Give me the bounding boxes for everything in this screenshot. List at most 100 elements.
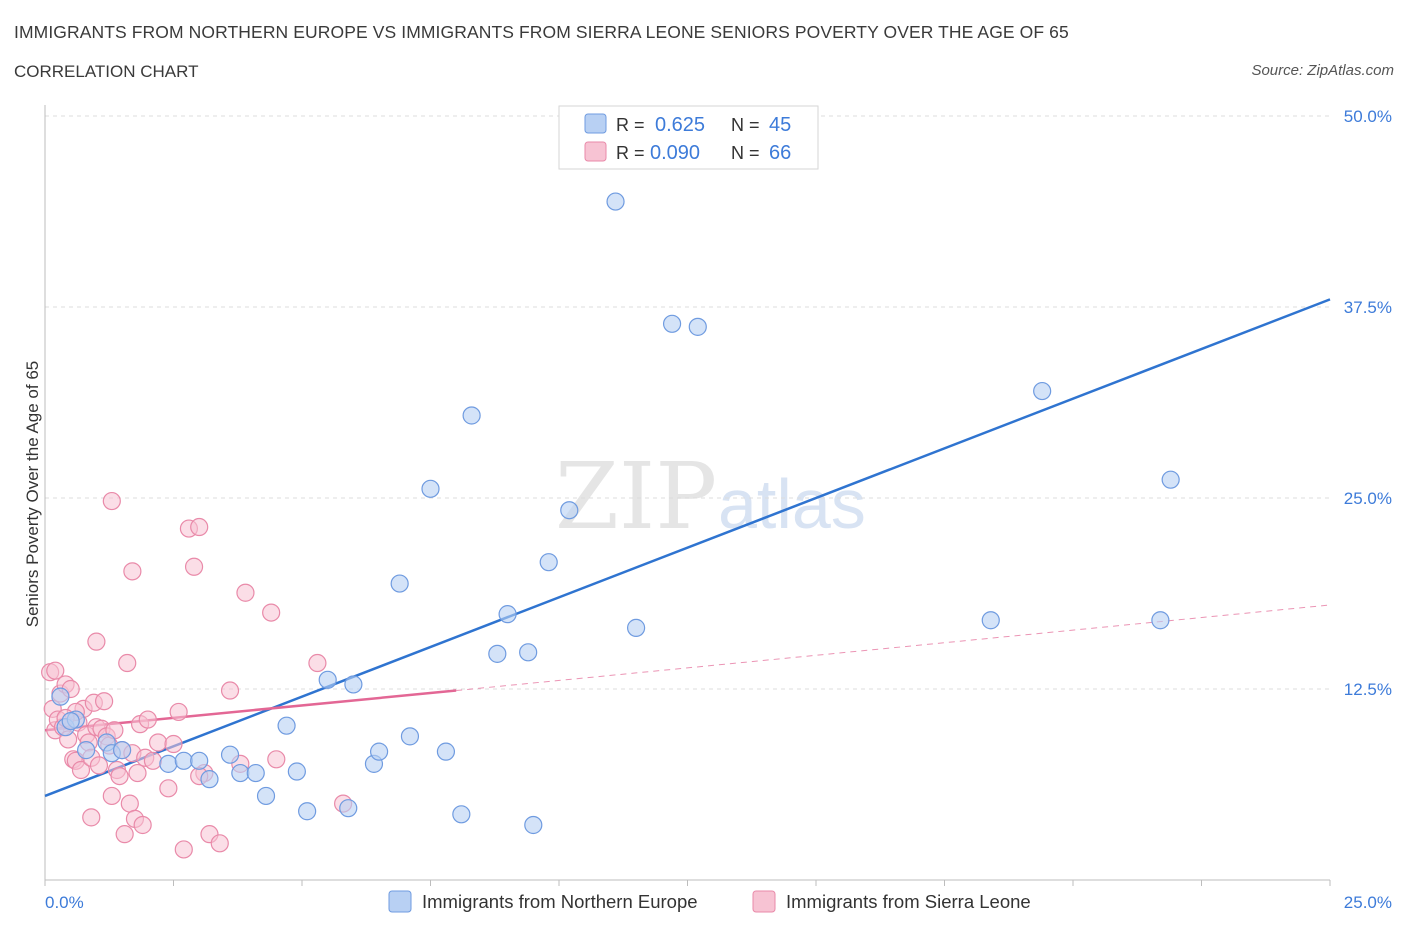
data-point-northern-europe [287, 762, 306, 781]
data-point-sierra-leone [159, 779, 178, 798]
data-point-northern-europe [519, 643, 538, 662]
data-point-northern-europe [1161, 470, 1180, 489]
stats-legend: R = 0.625 N = 45 R = 0.090 N = 66 [558, 105, 819, 170]
y-tick-label: 12.5% [1344, 680, 1392, 699]
data-point-sierra-leone [169, 702, 188, 722]
y-tick-labels: 12.5% 25.0% 37.5% 50.0% [1344, 107, 1392, 699]
legend-label-sierra-leone: Immigrants from Sierra Leone [786, 891, 1031, 912]
data-point-northern-europe [277, 716, 296, 735]
data-point-northern-europe [436, 742, 456, 761]
y-tick-label: 50.0% [1344, 107, 1392, 126]
data-point-northern-europe [318, 670, 337, 689]
data-point-sierra-leone [174, 840, 193, 859]
data-point-sierra-leone [190, 517, 209, 537]
x-tick-label: 25.0% [1344, 893, 1392, 912]
data-point-sierra-leone [138, 710, 157, 729]
data-point-sierra-leone [110, 766, 129, 786]
data-point-sierra-leone [95, 692, 114, 711]
data-point-sierra-leone [123, 562, 142, 581]
data-point-northern-europe [51, 687, 70, 706]
series-legend: Immigrants from Northern Europe Immigran… [388, 890, 1031, 913]
data-point-sierra-leone [82, 808, 101, 827]
data-point-sierra-leone [89, 756, 109, 775]
data-point-northern-europe [246, 763, 265, 783]
data-point-northern-europe [524, 815, 543, 835]
data-point-northern-europe [688, 317, 707, 336]
stats-n-label-blue: N = [731, 115, 760, 135]
stats-r-label-blue: R = [616, 115, 645, 135]
trend-line-sierra-leone-extension [456, 604, 1331, 692]
data-point-sierra-leone [133, 815, 152, 835]
watermark: ZIP atlas [555, 443, 866, 550]
data-point-northern-europe [190, 751, 209, 770]
data-point-northern-europe [344, 675, 363, 694]
data-point-northern-europe [1151, 611, 1170, 630]
data-point-northern-europe [339, 799, 358, 818]
stats-r-value-blue: 0.625 [655, 114, 705, 136]
data-point-sierra-leone [236, 583, 255, 602]
data-point-sierra-leone [267, 750, 286, 769]
stats-n-label-pink: N = [731, 143, 760, 163]
data-point-sierra-leone [308, 653, 327, 673]
data-point-northern-europe [560, 501, 579, 520]
data-point-northern-europe [231, 763, 250, 783]
x-tick-label: 0.0% [45, 893, 84, 912]
legend-swatch-sierra-leone [752, 890, 776, 913]
stats-r-value-pink: 0.090 [650, 142, 700, 164]
y-tick-label: 37.5% [1344, 298, 1392, 317]
data-point-northern-europe [256, 786, 276, 806]
data-point-northern-europe [112, 741, 132, 760]
watermark-zip: ZIP [555, 443, 717, 550]
data-point-northern-europe [400, 727, 420, 746]
trend-lines [44, 298, 1331, 798]
data-point-sierra-leone [118, 653, 137, 673]
chart-title: IMMIGRANTS FROM NORTHERN EUROPE VS IMMIG… [14, 22, 1069, 42]
stats-legend-swatch-blue [584, 113, 607, 134]
data-point-northern-europe [488, 644, 507, 663]
data-point-sierra-leone [115, 825, 134, 844]
data-point-northern-europe [298, 802, 317, 821]
data-point-northern-europe [370, 742, 389, 761]
grid-lines [45, 115, 1330, 690]
data-point-northern-europe [159, 754, 178, 773]
data-point-northern-europe [174, 751, 193, 770]
data-point-sierra-leone [120, 794, 139, 813]
data-point-sierra-leone [220, 681, 240, 700]
source-attribution: Source: ZipAtlas.com [1251, 62, 1394, 79]
data-point-sierra-leone [164, 734, 183, 754]
data-point-northern-europe [220, 745, 240, 764]
data-point-northern-europe [981, 611, 1000, 630]
data-point-northern-europe [421, 479, 440, 498]
data-point-northern-europe [498, 605, 517, 624]
data-point-northern-europe [606, 192, 625, 211]
legend-label-northern-europe: Immigrants from Northern Europe [422, 891, 698, 912]
y-axis-label: Seniors Poverty Over the Age of 65 [23, 361, 42, 627]
data-point-northern-europe [77, 741, 96, 760]
data-point-sierra-leone [102, 786, 121, 806]
data-point-sierra-leone [102, 491, 121, 511]
data-point-northern-europe [539, 553, 558, 572]
data-point-sierra-leone [143, 751, 163, 770]
stats-r-label-pink: R = [616, 143, 645, 163]
data-point-northern-europe [662, 314, 682, 333]
data-point-northern-europe [1033, 381, 1052, 401]
data-point-northern-europe [390, 574, 409, 593]
data-point-northern-europe [61, 711, 80, 731]
y-tick-label: 25.0% [1344, 489, 1392, 508]
data-point-northern-europe [626, 618, 646, 637]
data-point-sierra-leone [46, 661, 65, 680]
chart-subtitle: CORRELATION CHART [14, 62, 199, 81]
x-tick-labels: 0.0% 25.0% [45, 893, 1392, 912]
stats-n-value-pink: 66 [769, 142, 791, 164]
data-point-northern-europe [452, 805, 471, 824]
data-point-northern-europe [462, 406, 481, 425]
data-point-sierra-leone [87, 632, 106, 651]
data-point-sierra-leone [128, 763, 147, 783]
series-northern-europe-points [51, 132, 1180, 835]
axes [44, 105, 1331, 886]
data-point-sierra-leone [184, 557, 204, 576]
data-point-sierra-leone [148, 733, 168, 752]
data-point-sierra-leone [71, 760, 91, 780]
stats-legend-swatch-pink [584, 141, 607, 162]
legend-swatch-northern-europe [388, 890, 412, 913]
